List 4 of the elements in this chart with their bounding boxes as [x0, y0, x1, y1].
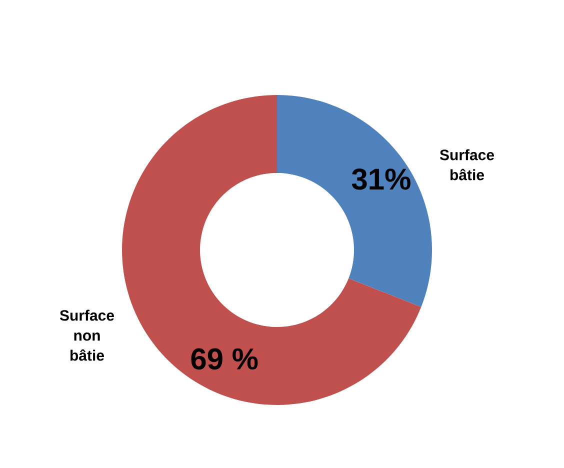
data-label: 69 %	[191, 348, 258, 370]
data-label: 31%	[352, 168, 410, 190]
slice-label: Surface non bâtie	[60, 310, 114, 361]
slice-label: Surface bâtie	[440, 149, 494, 180]
